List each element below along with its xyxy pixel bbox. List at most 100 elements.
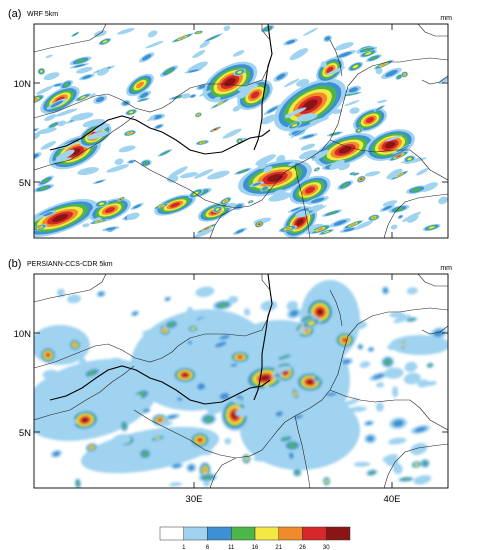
rain-cell <box>344 100 360 107</box>
rain-cell <box>283 78 300 88</box>
rain-cell <box>296 328 307 335</box>
legend-threshold-label: 30 <box>323 545 330 550</box>
rain-cell <box>42 178 50 184</box>
rain-cell <box>73 343 77 347</box>
rain-cell <box>43 211 54 217</box>
rain-cell <box>197 31 200 34</box>
rain-cell <box>95 410 104 418</box>
rain-cell <box>267 106 278 113</box>
rain-cell <box>170 445 186 452</box>
rain-cell <box>338 162 350 171</box>
rain-cell <box>197 114 200 116</box>
rain-cell <box>208 35 218 40</box>
rain-cell <box>272 451 279 459</box>
rain-cell <box>293 129 306 137</box>
legend-swatch <box>231 526 256 541</box>
rain-cell <box>161 151 169 155</box>
rain-cell <box>308 204 324 211</box>
rain-cell <box>235 229 245 234</box>
rain-cell <box>203 480 211 487</box>
rain-cell <box>96 220 102 223</box>
rain-cell <box>396 154 402 158</box>
rain-cell <box>352 64 359 69</box>
rain-cell <box>342 359 351 365</box>
rain-cell <box>163 328 167 332</box>
rain-cell <box>40 140 57 150</box>
rain-cell <box>424 380 437 387</box>
rain-cell <box>302 134 315 139</box>
rain-cell <box>292 123 298 127</box>
rain-cell <box>377 99 387 104</box>
rain-cell <box>76 66 93 74</box>
rain-cell <box>384 141 396 149</box>
rain-cell <box>383 287 388 294</box>
rain-cell <box>136 81 144 89</box>
rain-cell <box>105 227 117 231</box>
rain-cell <box>198 85 206 89</box>
rain-cell <box>215 208 220 211</box>
rain-cell <box>403 73 406 76</box>
rain-cell <box>142 451 149 457</box>
rain-cell <box>284 113 292 119</box>
rain-cell <box>169 202 181 208</box>
rain-cell <box>293 54 300 59</box>
panel-b-map <box>34 274 448 488</box>
panel-b-xtick-40e: 40E <box>384 494 401 505</box>
rain-cell <box>438 76 448 85</box>
rain-cell <box>300 143 316 151</box>
rain-cell <box>309 117 330 124</box>
rain-cell <box>98 291 104 296</box>
rain-cell <box>96 390 108 401</box>
rain-cell <box>50 123 57 127</box>
rain-cell <box>54 83 63 87</box>
rain-cell <box>142 328 162 335</box>
rain-cell <box>288 452 294 459</box>
rain-cell <box>153 444 170 455</box>
rain-cell <box>372 373 385 380</box>
rain-cell <box>75 58 86 63</box>
rain-cell <box>55 149 75 161</box>
rain-cell <box>42 369 58 379</box>
rain-cell <box>79 357 87 368</box>
rain-cell <box>392 419 404 427</box>
rain-cell <box>54 108 78 117</box>
rain-cell <box>282 437 290 441</box>
rain-cell <box>225 202 237 209</box>
rain-cell <box>45 54 53 58</box>
rain-cell <box>342 338 348 342</box>
rain-cell <box>181 93 191 99</box>
rain-cell <box>216 101 224 106</box>
rain-cell <box>385 69 398 77</box>
rain-cell <box>114 158 124 165</box>
legend-threshold-label: 21 <box>275 545 282 550</box>
rain-cell <box>197 383 206 390</box>
rain-cell <box>372 216 376 219</box>
rain-cell <box>192 50 206 59</box>
rain-cell <box>118 145 136 153</box>
rain-cell <box>396 145 410 153</box>
rain-cell <box>263 385 272 393</box>
rain-cell <box>179 36 186 40</box>
rain-cell <box>207 170 230 180</box>
rain-cell <box>77 167 99 176</box>
rain-cell <box>142 54 152 61</box>
rain-cell <box>168 166 188 178</box>
rain-cell <box>40 70 43 73</box>
rain-cell <box>324 36 331 41</box>
panel-a-frame <box>33 23 449 239</box>
rain-cell <box>332 109 343 114</box>
rain-cell <box>348 87 359 93</box>
rain-cell <box>249 201 252 203</box>
rain-cell <box>214 341 227 348</box>
rain-cell <box>250 443 264 451</box>
rain-cell <box>388 437 407 445</box>
rain-cell <box>239 169 247 173</box>
rain-cell <box>386 168 403 180</box>
rain-cell <box>396 173 403 177</box>
rain-cell <box>169 482 183 487</box>
rain-cell <box>325 392 337 396</box>
rain-cell <box>404 157 428 165</box>
rain-cell <box>244 457 248 461</box>
color-legend: 1 6 11 16 21 26 30 <box>159 526 351 550</box>
rain-cell <box>315 168 319 171</box>
